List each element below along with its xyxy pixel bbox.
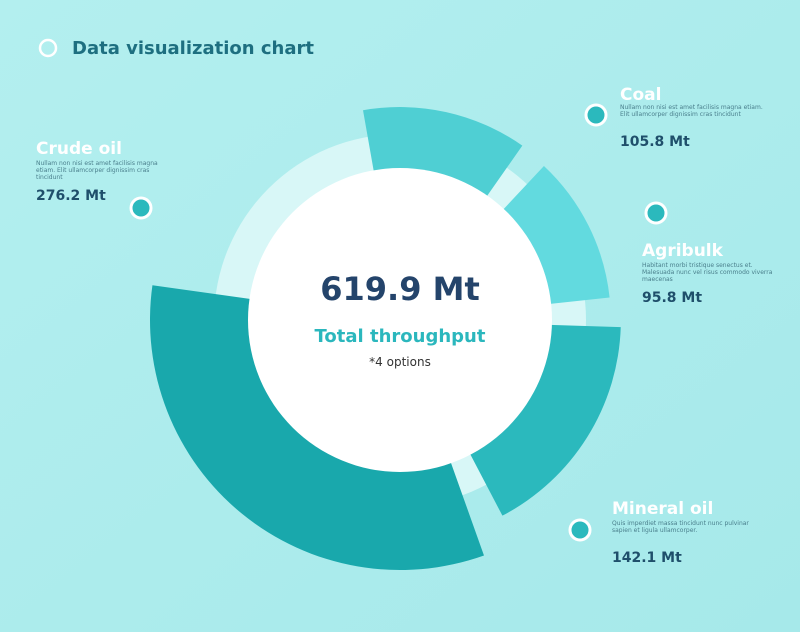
description: Nullam non nisi est amet facilisis magna… <box>36 160 158 180</box>
wedge <box>469 324 621 516</box>
desc-box: Quis imperdiet massa tincidunt nunc pulv… <box>612 520 749 534</box>
value-label: 142.1 Mt <box>612 550 682 566</box>
value-label: 95.8 Mt <box>642 290 702 306</box>
description: Habitant morbi tristique senectus et. Ma… <box>642 262 773 282</box>
value-label: 105.8 Mt <box>620 134 690 150</box>
logo-icon <box>38 38 58 58</box>
total: 619.9 Mt <box>320 270 480 308</box>
label: Coal <box>620 85 661 105</box>
value-label: 276.2 Mt <box>36 188 106 204</box>
description: Quis imperdiet massa tincidunt nunc pulv… <box>612 520 749 534</box>
wedge <box>150 285 484 570</box>
note: *4 options <box>369 355 431 369</box>
marker-dot <box>584 103 608 127</box>
chart-title: Data visualization chart <box>72 38 314 59</box>
wedges <box>150 107 621 570</box>
center-disc <box>248 168 552 472</box>
marker-dot <box>568 518 592 542</box>
desc-box: Nullam non nisi est amet facilisis magna… <box>36 160 158 180</box>
desc-box: Nullam non nisi est amet facilisis magna… <box>620 104 763 118</box>
description: Nullam non nisi est amet facilisis magna… <box>620 104 763 118</box>
label: Mineral oil <box>612 499 713 519</box>
marker-dot <box>644 201 668 225</box>
marker-dot <box>129 196 153 220</box>
desc-box: Habitant morbi tristique senectus et. Ma… <box>642 262 773 282</box>
label: Agribulk <box>642 241 724 261</box>
subtitle: Total throughput <box>315 326 486 347</box>
label: Crude oil <box>36 139 122 159</box>
wedge <box>502 165 610 304</box>
wedge <box>363 107 523 198</box>
